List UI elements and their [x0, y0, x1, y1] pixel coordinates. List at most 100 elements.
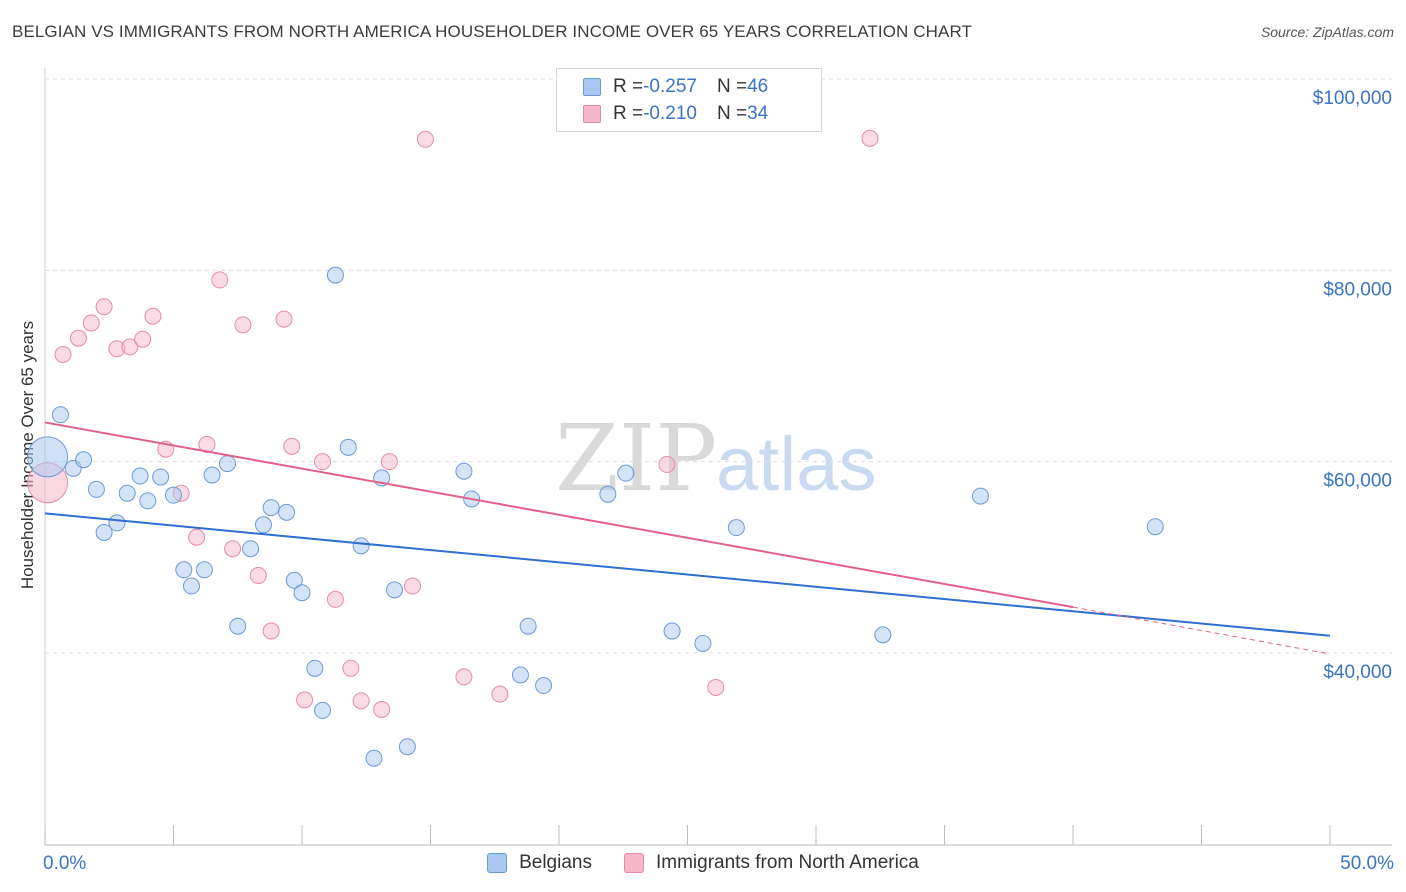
legend-r-value: -0.257: [643, 76, 697, 97]
legend-swatch-immigrants: [623, 853, 644, 873]
belgians-point-15: [203, 466, 221, 484]
trend-line-belgians: [44, 512, 1331, 637]
belgians-point-29: [365, 749, 383, 767]
y-tick-label-3: $100,000: [1313, 88, 1392, 109]
legend-row-immigrants: R = -0.210 N = 34: [583, 102, 768, 126]
belgians-point-26: [326, 266, 344, 284]
x-tick-label-1: 50.0%: [1340, 853, 1394, 874]
immigrants-point-18: [275, 310, 293, 328]
immigrants-point-24: [352, 692, 370, 710]
legend-label-belgians: Belgians: [519, 852, 592, 873]
immigrants-point-16: [249, 567, 267, 585]
belgians-point-11: [165, 486, 182, 504]
legend-n-label: N =: [716, 76, 748, 97]
legend-item-immigrants: Immigrants from North America: [623, 852, 919, 874]
belgians-point-5: [95, 523, 113, 541]
immigrants-point-25: [373, 700, 391, 718]
belgians-point-39: [617, 464, 635, 482]
belgians-point-44: [971, 487, 989, 505]
belgians-point-28: [352, 537, 370, 555]
legend-swatch-blue: [583, 78, 601, 96]
belgians-point-45: [1146, 518, 1164, 536]
chart-title: BELGIAN VS IMMIGRANTS FROM NORTH AMERICA…: [12, 22, 973, 41]
belgians-point-37: [535, 677, 553, 695]
series-belgians-points: [27, 266, 1164, 767]
immigrants-point-17: [262, 622, 280, 640]
belgians-point-23: [293, 584, 311, 602]
immigrants-point-20: [296, 691, 314, 709]
y-tick-label-0: $40,000: [1323, 662, 1392, 683]
belgians-point-38: [599, 485, 617, 503]
belgians-point-16: [218, 455, 236, 473]
belgians-point-17: [229, 617, 247, 635]
belgians-point-40: [663, 622, 681, 640]
belgians-point-7: [118, 484, 136, 502]
immigrants-point-27: [404, 577, 422, 595]
x-tick-label-0: 0.0%: [43, 853, 86, 874]
belgians-point-42: [727, 519, 745, 537]
belgians-point-6: [108, 514, 126, 532]
belgians-point-27: [339, 438, 357, 456]
watermark-zip: ZIP: [555, 405, 717, 512]
immigrants-point-1: [54, 346, 72, 364]
belgians-point-35: [511, 666, 529, 684]
immigrants-point-28: [416, 130, 434, 148]
belgians-point-21: [278, 503, 296, 521]
belgians-point-10: [152, 468, 170, 486]
trend-lines: [44, 421, 1331, 655]
belgians-point-9: [139, 492, 157, 510]
trend-line-immigrants: [44, 421, 1074, 609]
immigrants-point-31: [658, 456, 676, 474]
belgians-point-32: [398, 738, 416, 756]
immigrants-point-32: [707, 678, 725, 696]
immigrants-point-2: [69, 329, 87, 347]
belgians-point-4: [87, 480, 105, 498]
trend-line-immigrants-extension: [1072, 606, 1331, 655]
y-tick-label-1: $60,000: [1323, 471, 1392, 492]
tick-labels: $40,000 $60,000 $80,000 $100,000 0.0% 50.0%: [43, 88, 1394, 874]
immigrants-point-33: [861, 129, 879, 147]
immigrants-point-4: [95, 298, 113, 316]
series-legend: Belgians Immigrants from North America: [0, 852, 1406, 874]
immigrants-point-26: [380, 453, 398, 471]
y-tick-label-2: $80,000: [1323, 279, 1392, 300]
immigrants-point-8: [144, 307, 162, 325]
belgians-point-0: [27, 436, 69, 478]
legend-swatch-pink: [583, 105, 601, 123]
legend-n-label: N =: [716, 103, 748, 124]
legend-n-value: 34: [747, 103, 769, 124]
watermark-atlas: atlas: [716, 422, 877, 507]
immigrants-point-15: [234, 316, 252, 334]
legend-label-immigrants: Immigrants from North America: [655, 852, 919, 873]
immigrants-point-11: [188, 528, 206, 546]
correlation-legend: R = -0.257 N = 46 R = -0.210 N = 34: [556, 68, 822, 132]
belgians-point-24: [306, 659, 324, 677]
watermark: ZIP atlas: [555, 405, 877, 512]
belgians-point-19: [254, 516, 272, 534]
immigrants-point-13: [211, 271, 229, 289]
belgians-point-1: [51, 406, 69, 424]
immigrants-point-23: [342, 659, 360, 677]
immigrants-point-3: [82, 314, 100, 332]
belgians-point-41: [694, 634, 712, 652]
legend-n-value: 46: [747, 76, 769, 97]
immigrants-point-19: [283, 437, 301, 455]
immigrants-point-22: [326, 590, 344, 608]
legend-r-label: R =: [613, 103, 644, 124]
immigrants-point-7: [134, 330, 152, 348]
legend-item-belgians: Belgians: [487, 852, 592, 874]
belgians-point-18: [242, 540, 260, 558]
belgians-point-36: [519, 617, 537, 635]
immigrants-point-6: [121, 338, 139, 356]
belgians-point-25: [314, 701, 332, 719]
legend-r-label: R =: [613, 76, 644, 97]
immigrants-point-14: [224, 540, 242, 558]
belgians-point-12: [175, 561, 193, 579]
grid: [45, 78, 1392, 654]
legend-r-value: -0.210: [643, 103, 697, 124]
belgians-point-20: [262, 499, 280, 517]
belgians-point-31: [386, 581, 404, 599]
legend-row-belgians: R = -0.257 N = 46: [583, 75, 768, 99]
immigrants-point-21: [314, 453, 332, 471]
